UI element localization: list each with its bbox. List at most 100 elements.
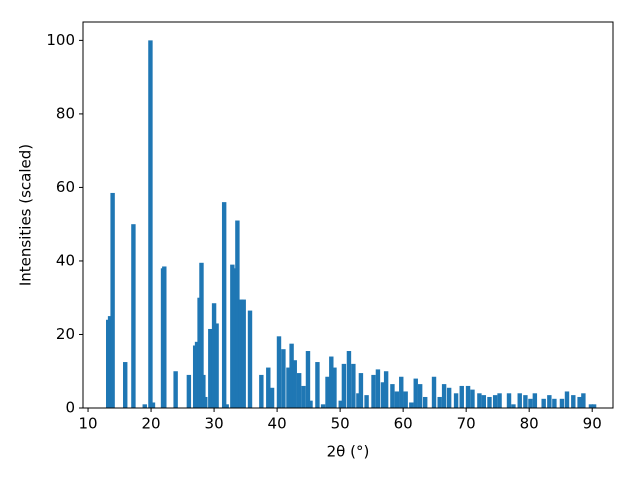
x-tick-label: 40 (268, 415, 287, 433)
bar (413, 378, 418, 408)
bar (292, 360, 297, 408)
bar (259, 374, 264, 408)
bar (107, 316, 113, 408)
bar (320, 404, 326, 408)
bar (173, 371, 178, 408)
bar (341, 363, 347, 408)
x-tick-label: 50 (331, 415, 350, 433)
bar (214, 323, 219, 408)
bar (380, 382, 386, 408)
bar (399, 376, 404, 408)
bar (332, 367, 337, 408)
bar (465, 385, 471, 408)
bar (276, 336, 282, 408)
bar (305, 351, 311, 408)
bar (296, 373, 302, 408)
bar (238, 299, 244, 408)
x-tick-label: 60 (394, 415, 413, 433)
bar (110, 192, 115, 408)
x-tick-label: 80 (520, 415, 539, 433)
bar (517, 393, 522, 408)
x-tick-label: 90 (583, 415, 602, 433)
bar (286, 367, 291, 408)
bar (591, 404, 597, 408)
y-tick-label: 80 (56, 104, 75, 122)
bar (241, 299, 246, 408)
bar (308, 400, 313, 408)
y-tick-label: 40 (56, 251, 75, 269)
bar (371, 374, 376, 408)
bar (358, 373, 364, 408)
bar (315, 362, 320, 408)
bar (338, 400, 343, 408)
bar (422, 396, 428, 408)
bar (356, 393, 361, 408)
bar (247, 310, 253, 408)
bar (528, 398, 533, 408)
bar (492, 395, 498, 408)
bar (123, 362, 128, 408)
bar (329, 356, 334, 408)
y-axis-label: Intensities (scaled) (17, 144, 35, 286)
x-tick-label: 20 (142, 415, 161, 433)
bar (148, 40, 153, 408)
bar (481, 395, 487, 408)
bar (201, 374, 206, 408)
bar (346, 351, 352, 408)
x-tick-label: 10 (78, 415, 97, 433)
bar (289, 343, 294, 408)
bar (266, 367, 271, 408)
bar (470, 389, 475, 408)
bar (564, 391, 570, 408)
bar (325, 376, 330, 408)
y-tick-label: 60 (56, 178, 75, 196)
bar (203, 396, 208, 408)
y-tick-label: 20 (56, 325, 75, 343)
bar (186, 374, 192, 408)
bar (301, 385, 306, 408)
bar (477, 393, 482, 408)
bar (269, 387, 275, 408)
y-tick-label: 100 (46, 31, 75, 49)
bar (437, 396, 442, 408)
bar (506, 393, 512, 408)
bar (224, 404, 229, 408)
plot-frame (82, 21, 614, 409)
bar (541, 398, 546, 408)
bar (459, 385, 464, 408)
bar (221, 202, 227, 408)
bar (588, 404, 594, 408)
x-tick-label: 70 (457, 415, 476, 433)
bar (208, 328, 213, 408)
bar (162, 266, 167, 408)
bar (511, 404, 516, 408)
bar (199, 262, 204, 408)
bar (552, 398, 557, 408)
bar (351, 363, 356, 408)
bar (523, 395, 528, 408)
bar (235, 220, 240, 408)
bar (547, 395, 552, 408)
bar (281, 349, 286, 408)
bar (446, 387, 452, 408)
bar (375, 369, 381, 408)
x-axis-label: 2θ (°) (327, 443, 370, 461)
bar (211, 303, 217, 408)
bar (390, 384, 395, 408)
bar (577, 396, 582, 408)
bar (497, 393, 502, 408)
bar (487, 396, 492, 408)
bar (441, 384, 447, 408)
bar (453, 393, 459, 408)
bar (364, 395, 369, 408)
bar (403, 391, 408, 408)
bar (131, 224, 136, 408)
bar (142, 404, 147, 408)
bar (571, 395, 576, 408)
bar (394, 391, 400, 408)
bar (230, 264, 235, 408)
y-tick-label: 0 (65, 399, 75, 417)
bar (532, 393, 538, 408)
